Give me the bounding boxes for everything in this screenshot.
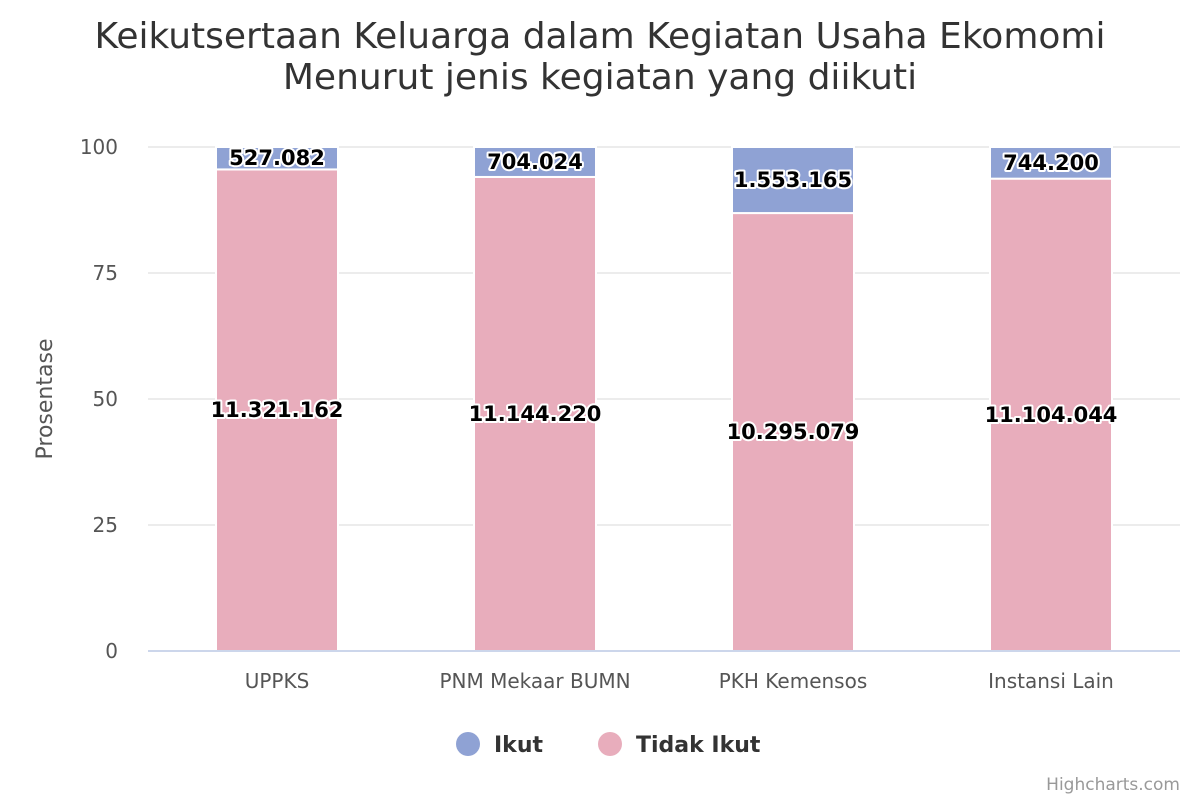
bar-segment [989, 146, 1113, 180]
x-tick-label: Instansi Lain [988, 669, 1114, 693]
y-tick-label: 100 [80, 135, 118, 159]
bar-segment [215, 146, 339, 171]
legend-item[interactable]: Ikut [456, 732, 543, 758]
bars [215, 146, 1113, 653]
y-axis-ticks: 0 25 50 75 100 [80, 135, 118, 663]
legend-symbol [456, 732, 480, 756]
y-tick-label: 50 [93, 387, 118, 411]
legend-label: Tidak Ikut [636, 733, 761, 758]
legend-item[interactable]: Tidak Ikut [598, 732, 761, 758]
data-label: 11.321.162 [211, 398, 344, 422]
bar-segment [989, 177, 1113, 652]
y-tick-label: 25 [93, 513, 118, 537]
data-label: 744.200 [1003, 151, 1099, 175]
data-label: 704.024 [487, 150, 583, 174]
legend-label: Ikut [494, 733, 543, 758]
bar-segment [473, 175, 597, 653]
x-tick-label: PNM Mekaar BUMN [439, 669, 630, 693]
data-label: 1.553.165 [734, 168, 852, 192]
data-label: 527.082 [229, 146, 325, 170]
chart-subtitle: Menurut jenis kegiatan yang diikuti [283, 57, 917, 98]
credits-link[interactable]: Highcharts.com [1046, 775, 1180, 795]
bar-segment [731, 146, 855, 215]
data-labels: 527.082 11.321.162 704.024 11.144.220 1.553.… [209, 144, 1120, 446]
x-tick-label: PKH Kemensos [719, 669, 868, 693]
legend: Ikut Tidak Ikut [456, 732, 761, 758]
x-tick-label: UPPKS [245, 669, 310, 693]
legend-symbol [598, 732, 622, 756]
y-tick-label: 75 [93, 261, 118, 285]
x-axis-labels: UPPKS PNM Mekaar BUMN PKH Kemensos Instansi… [245, 669, 1114, 693]
y-tick-label: 0 [105, 639, 118, 663]
data-label: 11.104.044 [985, 403, 1118, 427]
data-label: 11.144.220 [469, 402, 602, 426]
bar-segment [473, 146, 597, 178]
bar-segment [215, 168, 339, 652]
bar-segment [731, 212, 855, 652]
y-axis-title: Prosentase [33, 339, 58, 460]
chart-title: Keikutsertaan Keluarga dalam Kegiatan Us… [95, 16, 1106, 57]
data-label: 10.295.079 [727, 420, 860, 444]
